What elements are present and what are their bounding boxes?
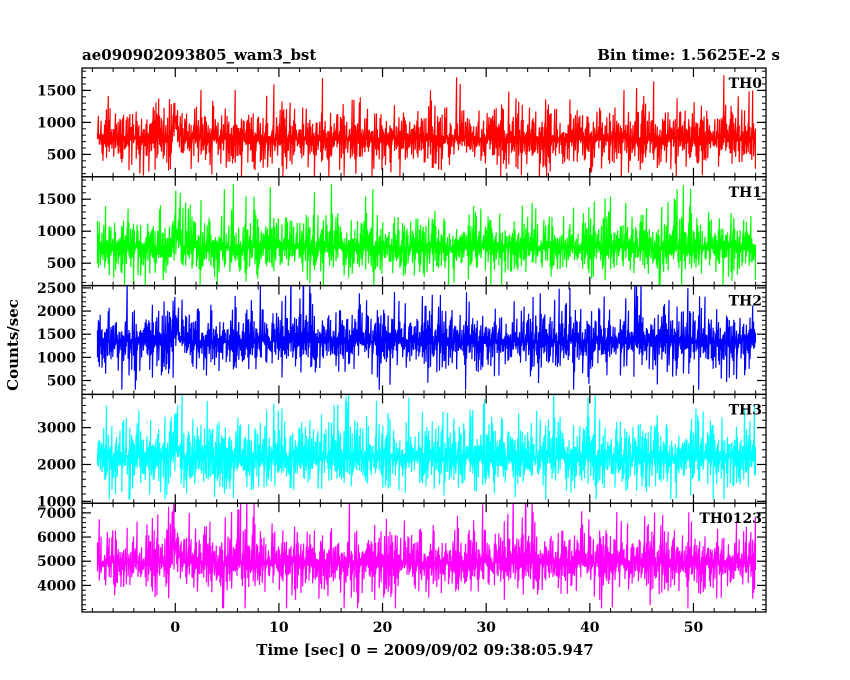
chart-title-right: Bin time: 1.5625E-2 s bbox=[597, 46, 780, 64]
series-th1 bbox=[96, 183, 756, 286]
panel-label: TH0 bbox=[729, 76, 763, 92]
y-tick-label: 1500 bbox=[37, 327, 76, 343]
y-tick-label: 500 bbox=[47, 374, 76, 390]
panel-label: TH0123 bbox=[699, 511, 762, 527]
panel-th1: 500 1000 1500 TH1 bbox=[37, 176, 767, 287]
panel-label: TH2 bbox=[729, 294, 762, 310]
x-axis-label: Time [sec] 0 = 2009/09/02 09:38:05.947 bbox=[256, 641, 593, 659]
x-tick-label: 30 bbox=[476, 620, 496, 636]
y-axis-label: Counts/sec bbox=[4, 299, 22, 391]
y-tick-label: 2000 bbox=[37, 457, 76, 473]
x-tick-label: 10 bbox=[269, 620, 289, 636]
y-tick-label: 1000 bbox=[37, 350, 76, 366]
y-tick-label: 7000 bbox=[37, 506, 76, 522]
panel-label: TH3 bbox=[729, 402, 762, 418]
y-tick-label: 500 bbox=[47, 147, 76, 163]
y-tick-label: 1500 bbox=[37, 192, 76, 208]
y-tick-label: 1000 bbox=[37, 494, 76, 510]
x-tick-label: 0 bbox=[170, 620, 180, 636]
y-tick-label: 1500 bbox=[37, 83, 76, 99]
y-tick-label: 1000 bbox=[37, 224, 76, 240]
y-tick-label: 3000 bbox=[37, 421, 76, 437]
x-tick-label: 20 bbox=[373, 620, 393, 636]
y-tick-label: 5000 bbox=[37, 554, 76, 570]
x-tick-label: 40 bbox=[580, 620, 600, 636]
y-tick-label: 4000 bbox=[37, 578, 76, 594]
panel-th3: 1000 2000 3000 TH3 bbox=[37, 393, 767, 510]
series-th3 bbox=[96, 394, 756, 500]
y-tick-label: 6000 bbox=[37, 530, 76, 546]
series-th0 bbox=[96, 75, 756, 177]
chart-title-left: ae090902093805_wam3_bst bbox=[82, 46, 316, 64]
x-tick-label: 50 bbox=[684, 620, 704, 636]
panel-th0123: 4000 5000 6000 7000 TH0123 bbox=[37, 502, 767, 613]
y-tick-label: 500 bbox=[47, 256, 76, 272]
y-tick-label: 2000 bbox=[37, 304, 76, 320]
panel-label: TH1 bbox=[729, 185, 762, 201]
y-tick-label: 2500 bbox=[37, 281, 76, 297]
series-th0123 bbox=[96, 503, 756, 609]
series-th2 bbox=[96, 285, 756, 390]
y-tick-label: 1000 bbox=[37, 115, 76, 131]
panel-th0: 500 1000 1500 TH0 bbox=[37, 67, 767, 178]
